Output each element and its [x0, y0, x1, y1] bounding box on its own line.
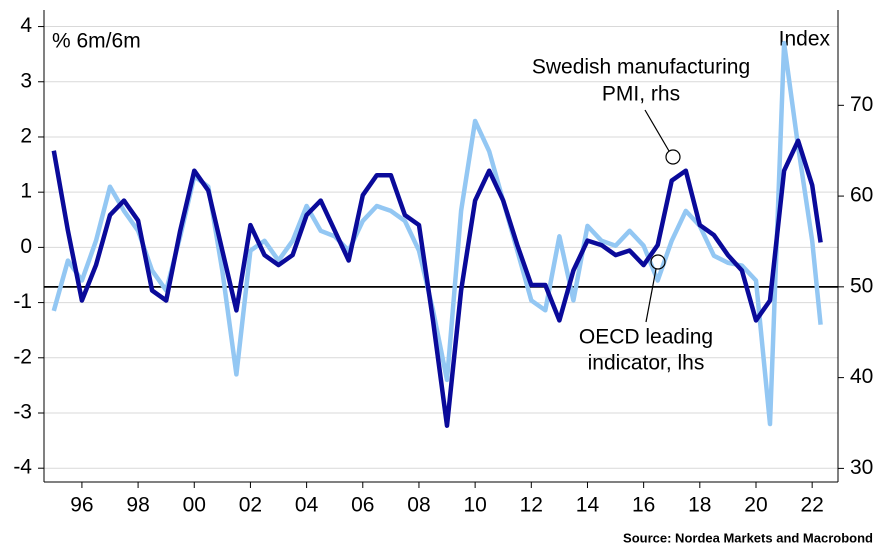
- x-tick-label: 96: [70, 494, 93, 517]
- x-tick-label: 02: [239, 494, 262, 517]
- annotation-marker: [650, 254, 666, 270]
- y2-tick-label: 70: [850, 93, 873, 116]
- x-tick-label: 04: [295, 494, 319, 517]
- y-tick-label: -4: [13, 456, 32, 479]
- x-tick-label: 22: [800, 494, 823, 517]
- series-line: [51, 138, 823, 428]
- y-tick-label: -3: [13, 401, 32, 424]
- leader-line: [645, 268, 657, 323]
- x-tick-label: 98: [126, 494, 149, 517]
- y-tick-label: 0: [20, 235, 32, 258]
- x-tick-label: 06: [351, 494, 374, 517]
- y-tick-label: 3: [20, 69, 32, 92]
- y-tick-label: -1: [13, 290, 32, 313]
- y-tick-label: -2: [13, 345, 32, 368]
- x-tick-label: 12: [520, 494, 543, 517]
- y2-axis-label: Index: [779, 28, 831, 51]
- annotation: Swedish manufacturing: [532, 56, 750, 79]
- x-tick-label: 16: [632, 494, 655, 517]
- x-tick-label: 14: [576, 494, 600, 517]
- y-tick-label: 1: [20, 180, 32, 203]
- x-tick-label: 08: [407, 494, 430, 517]
- x-tick-label: 18: [688, 494, 711, 517]
- source-note: Source: Nordea Markets and Macrobond: [623, 530, 873, 545]
- y2-tick-label: 40: [850, 365, 873, 388]
- annotation: PMI, rhs: [602, 83, 680, 106]
- y2-tick-label: 50: [850, 274, 873, 297]
- y2-tick-label: 60: [850, 184, 873, 207]
- leader-line: [644, 109, 670, 152]
- annotation: indicator, lhs: [588, 352, 705, 375]
- x-tick-label: 20: [744, 494, 767, 517]
- x-tick-label: 00: [183, 494, 206, 517]
- y2-tick-label: 30: [850, 456, 873, 479]
- annotation-marker: [665, 149, 681, 165]
- y-tick-label: 4: [20, 14, 32, 37]
- annotation: OECD leading: [579, 326, 713, 349]
- x-tick-label: 10: [463, 494, 486, 517]
- y-axis-label: % 6m/6m: [52, 30, 141, 53]
- y-tick-label: 2: [20, 125, 32, 148]
